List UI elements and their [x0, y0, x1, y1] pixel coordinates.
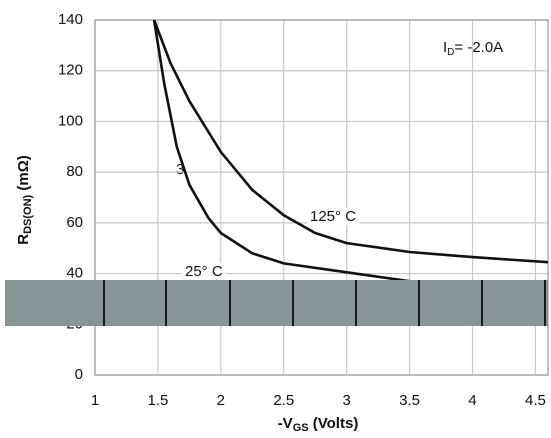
series-line — [152, 19, 549, 264]
y-label-rest: (mΩ) — [15, 155, 32, 195]
y-axis-label: RDS(ON) (mΩ) — [15, 155, 34, 244]
x-tick-label: 4 — [468, 392, 476, 409]
series-label-bg — [182, 262, 226, 280]
series-label: 25° C — [185, 263, 223, 280]
note-main: I — [443, 39, 447, 56]
x-tick-label: 4.5 — [525, 392, 546, 409]
stray-mark: 3 — [176, 161, 184, 178]
plot-frame — [94, 19, 549, 376]
series-line — [152, 19, 549, 298]
x-tick-label: 2 — [217, 392, 225, 409]
x-tick-label: 3 — [342, 392, 350, 409]
y-tick-label: 100 — [58, 112, 83, 129]
x-axis-label: -VGS (Volts) — [278, 415, 359, 434]
y-tick-label: 120 — [58, 62, 83, 79]
x-label-sub: GS — [293, 422, 309, 434]
x-label-main: -V — [278, 415, 293, 432]
y-label-sub: DS(ON) — [22, 194, 34, 233]
y-tick-label: 40 — [66, 265, 83, 282]
y-tick-label: 80 — [66, 163, 83, 180]
y-tick-label: 0 — [75, 366, 83, 383]
y-tick-label: 60 — [66, 214, 83, 231]
x-tick-label: 3.5 — [399, 392, 420, 409]
y-tick-label: 140 — [58, 11, 83, 28]
y-label-main: R — [15, 234, 32, 245]
series-label: 125° C — [310, 208, 356, 225]
overlay — [5, 280, 548, 326]
series-label-bg — [307, 207, 360, 225]
x-tick-label: 1.5 — [147, 392, 168, 409]
condition-note: ID= -2.0A — [443, 39, 503, 58]
x-tick-label: 1 — [91, 392, 99, 409]
x-tick-label: 2.5 — [273, 392, 294, 409]
note-rest: = -2.0A — [454, 39, 503, 56]
overlay-box — [5, 280, 548, 326]
note-sub: D — [447, 47, 454, 58]
x-label-rest: (Volts) — [309, 415, 359, 432]
